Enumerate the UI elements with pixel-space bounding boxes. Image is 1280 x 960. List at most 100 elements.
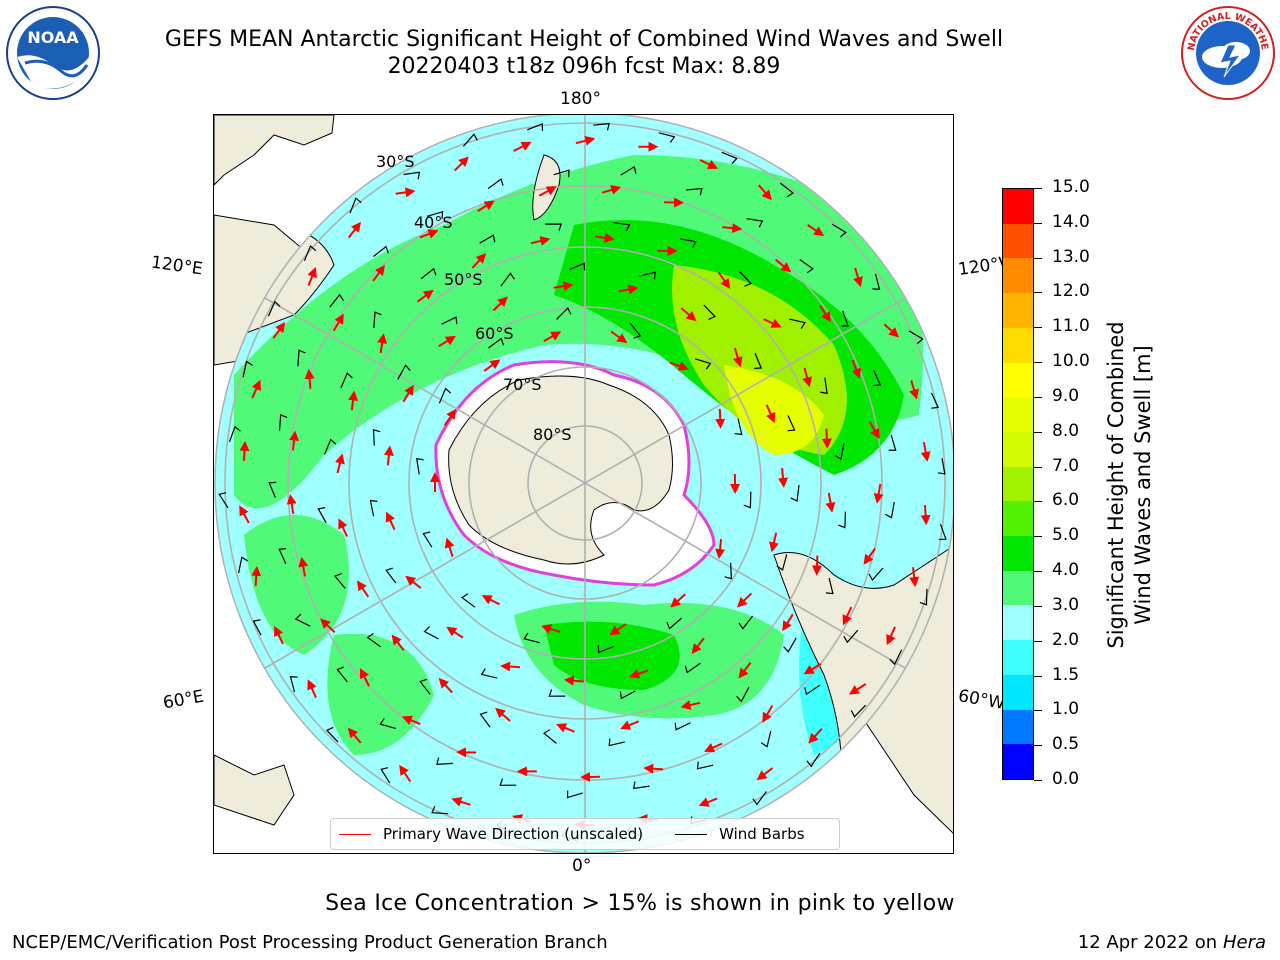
wave-direction-arrow: [594, 232, 615, 243]
wind-barb: [423, 626, 439, 640]
wave-direction-arrow: [853, 267, 863, 288]
wind-barb: [566, 790, 583, 799]
wind-barb: [479, 234, 496, 244]
wave-direction-arrow: [471, 253, 487, 269]
wind-barb: [289, 675, 298, 693]
wave-direction-arrow: [391, 634, 405, 651]
colorbar-tick-label: 9.0: [1052, 385, 1080, 406]
wind-barb: [597, 645, 614, 654]
wave-direction-arrow: [699, 159, 718, 169]
wave-direction-arrow: [825, 492, 836, 513]
wind-barb: [752, 791, 767, 806]
wave-direction-arrow: [451, 796, 471, 807]
colorbar-tick-label: 15.0: [1052, 177, 1090, 197]
wave-direction-arrow: [698, 797, 718, 807]
wave-direction-arrow: [377, 333, 388, 354]
wind-barb: [556, 307, 572, 320]
colorbar-tick-label: 13.0: [1052, 246, 1090, 267]
wind-barb: [620, 165, 637, 176]
wind-barb: [873, 370, 882, 387]
wind-barb: [743, 491, 752, 509]
wave-direction-arrow: [803, 663, 822, 675]
wind-barb: [679, 238, 697, 249]
wave-direction-arrow: [629, 668, 649, 679]
wind-barb: [461, 593, 476, 608]
wave-direction-arrow: [769, 532, 779, 553]
wind-barb: [806, 752, 821, 768]
map-legend: Primary Wave Direction (unscaled) Wind B…: [330, 818, 840, 850]
colorbar-segment: [1003, 640, 1033, 675]
wind-barb: [938, 523, 947, 540]
colorbar-tick-label: 4.0: [1052, 560, 1080, 581]
wave-direction-arrow: [320, 618, 336, 634]
wave-direction-arrow: [920, 442, 931, 462]
wave-direction-arrow: [819, 304, 831, 323]
wave-direction-arrow: [756, 767, 774, 781]
wave-line-swatch: [339, 833, 371, 835]
colorbar-title-line2: Wind Waves and Swell [m]: [1131, 345, 1155, 625]
sea-ice-note: Sea Ice Concentration > 15% is shown in …: [325, 891, 955, 916]
legend-wave-label: Primary Wave Direction (unscaled): [383, 825, 644, 843]
footer-date-text: 12 Apr 2022 on: [1077, 932, 1223, 953]
wave-direction-arrow: [383, 445, 394, 466]
colorbar-segment: [1003, 674, 1033, 710]
noaa-logo: NOAA: [6, 6, 100, 100]
wind-barb: [267, 300, 281, 317]
colorbar-tick: [1034, 675, 1042, 677]
wind-barb: [825, 577, 834, 595]
wave-direction-arrow: [553, 281, 574, 292]
wave-direction-arrow: [338, 518, 349, 537]
wind-barb: [684, 662, 701, 674]
wave-direction-arrow: [307, 267, 317, 286]
wave-direction-arrow: [399, 764, 412, 783]
wind-barb: [608, 738, 625, 747]
wave-direction-arrow: [909, 380, 919, 400]
wind-barb: [734, 418, 743, 436]
wind-barb: [426, 210, 444, 219]
wind-barb: [632, 781, 650, 790]
wave-direction-arrow: [405, 575, 422, 589]
wind-barb: [790, 485, 800, 502]
wave-direction-arrow: [453, 156, 469, 172]
colorbar-segment: [1003, 397, 1033, 432]
wave-direction-arrow: [335, 453, 345, 474]
wave-direction-arrow: [492, 296, 508, 312]
wave-direction-arrow: [775, 258, 792, 273]
wind-barb: [415, 457, 424, 475]
wind-barb: [252, 619, 262, 636]
colorbar-tick-label: 2.0: [1052, 629, 1080, 650]
wind-barb: [804, 684, 821, 696]
colorbar-segment: [1003, 744, 1033, 779]
wind-barb: [738, 615, 754, 630]
wind-barb: [754, 352, 763, 369]
colorbar-tick: [1034, 222, 1042, 224]
colorbar-tick-label: 5.0: [1052, 525, 1080, 546]
colorbar-tick: [1034, 640, 1042, 642]
wind-barb: [613, 222, 631, 232]
wind-barb: [548, 689, 566, 697]
wind-barbs: [218, 122, 947, 842]
colorbar-segment: [1003, 431, 1033, 467]
wave-direction-arrow: [372, 265, 386, 282]
colorbar-segment: [1003, 223, 1033, 259]
colorbar-segment: [1003, 709, 1033, 745]
wave-direction-arrow: [758, 184, 772, 201]
colorbar-tick: [1034, 536, 1042, 538]
wind-barb: [523, 632, 540, 644]
wind-barb: [760, 730, 772, 748]
wave-direction-arrow: [556, 723, 575, 733]
wave-direction-arrow: [239, 440, 250, 461]
wave-direction-arrow: [298, 556, 309, 577]
wave-direction-arrow: [477, 200, 495, 212]
wave-direction-arrow: [239, 505, 250, 524]
wind-barb: [242, 360, 253, 378]
wave-direction-arrow: [356, 580, 370, 598]
colorbar-segment: [1003, 466, 1033, 502]
wave-direction-arrow: [385, 511, 396, 531]
wind-barb: [303, 244, 317, 262]
colorbar-tick-label: 6.0: [1052, 490, 1080, 511]
wave-direction-arrow: [446, 626, 464, 639]
wind-barb: [488, 337, 504, 349]
lat-label-30s: 30°S: [376, 152, 415, 171]
wave-direction-arrow: [443, 408, 457, 426]
